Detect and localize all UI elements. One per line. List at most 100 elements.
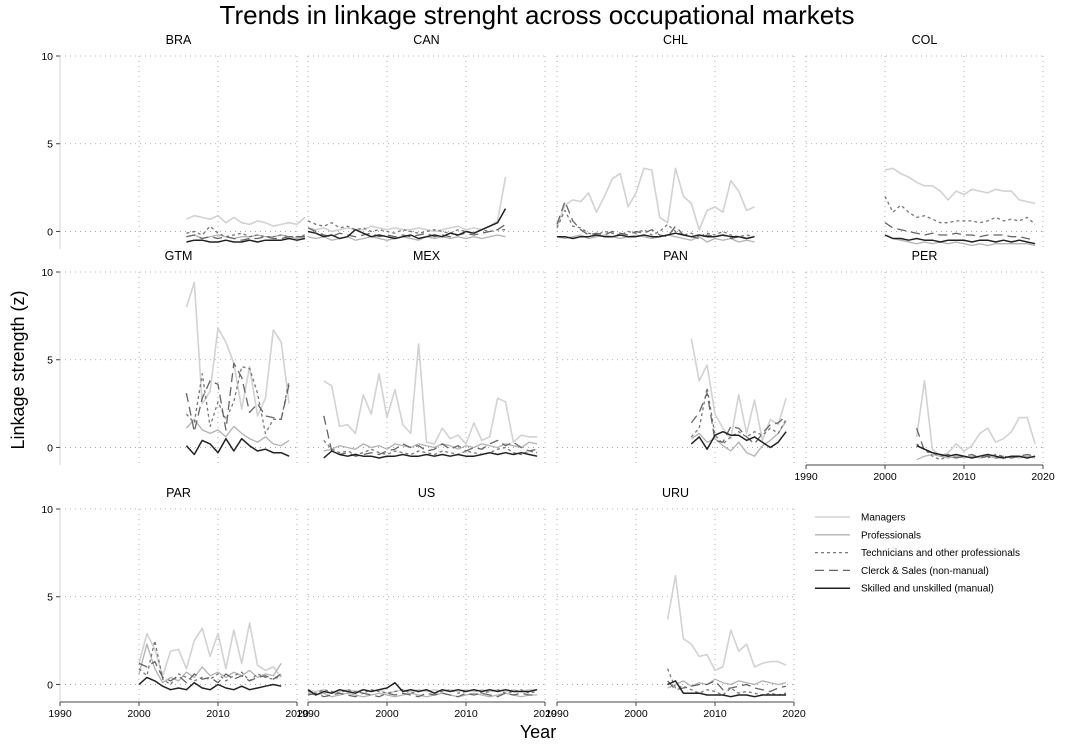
series-line-bra-technicians-and-other-professionals — [186, 225, 306, 238]
series-line-col-technicians-and-other-professionals — [884, 196, 1036, 225]
panel-mex: MEX — [307, 249, 546, 465]
x-tick-label: 2010 — [454, 708, 478, 720]
panel-title-pan: PAN — [663, 249, 688, 263]
series-line-chl-skilled-and-unskilled-manual — [557, 232, 755, 240]
panel-per: PER 1990 2000 2010 2020 — [794, 249, 1055, 483]
series-line-chl-professionals — [556, 234, 755, 243]
series-line-uru-professionals — [667, 678, 787, 689]
series-line-us-professionals — [307, 692, 538, 698]
panel-par: PAR 0 5 10 1990 2000 2010 2020 — [41, 486, 309, 720]
series-line-mex-managers — [323, 343, 538, 445]
x-tick-label: 2000 — [375, 708, 399, 720]
y-tick-label: 5 — [47, 355, 53, 367]
panel-title-uru: URU — [662, 486, 689, 500]
x-tick-label: 2010 — [206, 708, 230, 720]
series-line-per-skilled-and-unskilled-manual — [916, 445, 1036, 459]
series-line-uru-managers — [666, 574, 787, 672]
x-tick-label: 1990 — [48, 708, 72, 720]
series-line-pan-clerck-sales-non-manual — [690, 392, 787, 445]
y-axis-label: Linkage strength (z) — [8, 290, 28, 449]
series-line-uru-skilled-and-unskilled-manual — [667, 680, 787, 698]
legend-item-skilled-and-unskilled-manual: Skilled and unskilled (manual) — [815, 584, 994, 595]
x-tick-label: 2020 — [782, 708, 806, 720]
panel-grid: BRA 0 5 10 CAN CHL COL GTM 0 5 10 MEX PAN PER 1990 2000… — [41, 33, 1055, 720]
x-tick-label: 2020 — [1031, 471, 1055, 483]
panel-title-mex: MEX — [413, 249, 441, 263]
y-tick-label: 10 — [41, 51, 53, 63]
series-line-col-skilled-and-unskilled-manual — [884, 234, 1036, 245]
series-line-mex-skilled-and-unskilled-manual — [323, 450, 538, 459]
legend-label: Professionals — [861, 530, 921, 541]
series-line-par-clerck-sales-non-manual — [138, 660, 282, 684]
panel-col: COL — [805, 33, 1044, 249]
legend-label: Skilled and unskilled (manual) — [861, 584, 994, 595]
series-line-can-technicians-and-other-professionals — [307, 220, 506, 234]
series-line-col-clerck-sales-non-manual — [884, 222, 1036, 241]
panel-title-chl: CHL — [663, 33, 688, 47]
panel-title-par: PAR — [166, 486, 191, 500]
x-tick-label: 2000 — [127, 708, 151, 720]
chart-title: Trends in linkage strenght across occupa… — [220, 0, 855, 30]
legend-label: Technicians and other professionals — [861, 548, 1020, 559]
panel-us: US 1990 2000 2010 2020 — [296, 486, 557, 720]
series-line-pan-technicians-and-other-professionals — [690, 387, 787, 445]
y-tick-label: 0 — [47, 679, 53, 691]
series-line-col-managers — [884, 167, 1036, 205]
panel-title-per: PER — [912, 249, 938, 263]
panel-title-gtm: GTM — [165, 249, 193, 263]
y-tick-label: 10 — [41, 267, 53, 279]
panel-title-col: COL — [912, 33, 938, 47]
series-line-pan-managers — [690, 338, 787, 442]
y-tick-label: 5 — [47, 139, 53, 151]
series-line-par-professionals — [138, 643, 282, 684]
panel-uru: URU 1990 2000 2010 2020 — [545, 486, 806, 720]
panel-title-bra: BRA — [166, 33, 192, 47]
series-line-col-professionals — [884, 234, 1036, 247]
y-tick-label: 5 — [47, 592, 53, 604]
series-line-chl-technicians-and-other-professionals — [556, 209, 755, 238]
x-tick-label: 1990 — [296, 708, 320, 720]
legend-label: Clerck & Sales (non-manual) — [861, 566, 989, 577]
legend-item-professionals: Professionals — [815, 530, 921, 541]
series-line-par-technicians-and-other-professionals — [138, 639, 282, 686]
series-line-can-skilled-and-unskilled-manual — [307, 208, 507, 240]
series-line-bra-clerck-sales-non-manual — [186, 234, 305, 241]
series-line-per-technicians-and-other-professionals — [916, 443, 1036, 461]
panel-title-us: US — [418, 486, 435, 500]
series-line-mex-technicians-and-other-professionals — [323, 439, 538, 456]
series-line-gtm-managers — [185, 281, 290, 417]
panel-pan: PAN — [556, 249, 795, 465]
panel-gtm: GTM 0 5 10 — [41, 249, 298, 465]
series-line-gtm-professionals — [185, 418, 290, 447]
legend-item-managers: Managers — [815, 513, 905, 524]
y-tick-label: 0 — [47, 226, 53, 238]
x-tick-label: 2020 — [285, 708, 309, 720]
panel-can: CAN — [307, 33, 546, 249]
series-line-pan-professionals — [690, 420, 787, 457]
series-line-gtm-clerck-sales-non-manual — [185, 362, 290, 433]
series-line-bra-skilled-and-unskilled-manual — [186, 237, 306, 243]
series-line-mex-professionals — [323, 441, 538, 452]
x-tick-label: 2000 — [873, 471, 897, 483]
legend-item-technicians-and-other-professionals: Technicians and other professionals — [815, 548, 1020, 559]
x-tick-label: 2010 — [703, 708, 727, 720]
x-tick-label: 2010 — [952, 471, 976, 483]
series-line-per-managers — [915, 379, 1036, 458]
series-line-chl-managers — [556, 167, 755, 231]
series-line-bra-managers — [186, 214, 306, 227]
legend: Managers Professionals Technicians and oth… — [815, 513, 1020, 595]
series-line-can-managers — [307, 176, 507, 233]
series-line-par-managers — [138, 622, 282, 678]
y-tick-label: 0 — [47, 442, 53, 454]
series-line-us-skilled-and-unskilled-manual — [307, 681, 538, 696]
x-tick-label: 2020 — [533, 708, 557, 720]
series-line-mex-clerck-sales-non-manual — [323, 415, 538, 457]
legend-item-clerck-sales-non-manual: Clerck & Sales (non-manual) — [815, 566, 989, 577]
x-tick-label: 1990 — [545, 708, 569, 720]
panel-chl: CHL — [556, 33, 795, 249]
x-tick-label: 2000 — [624, 708, 648, 720]
x-axis-label: Year — [520, 722, 556, 742]
series-line-us-technicians-and-other-professionals — [307, 689, 538, 694]
series-line-per-clerck-sales-non-manual — [915, 427, 1036, 459]
